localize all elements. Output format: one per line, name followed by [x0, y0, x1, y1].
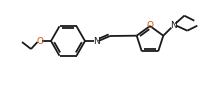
Text: N: N [170, 21, 177, 30]
Text: N: N [93, 37, 99, 45]
Text: O: O [146, 21, 153, 30]
Text: O: O [36, 37, 44, 45]
